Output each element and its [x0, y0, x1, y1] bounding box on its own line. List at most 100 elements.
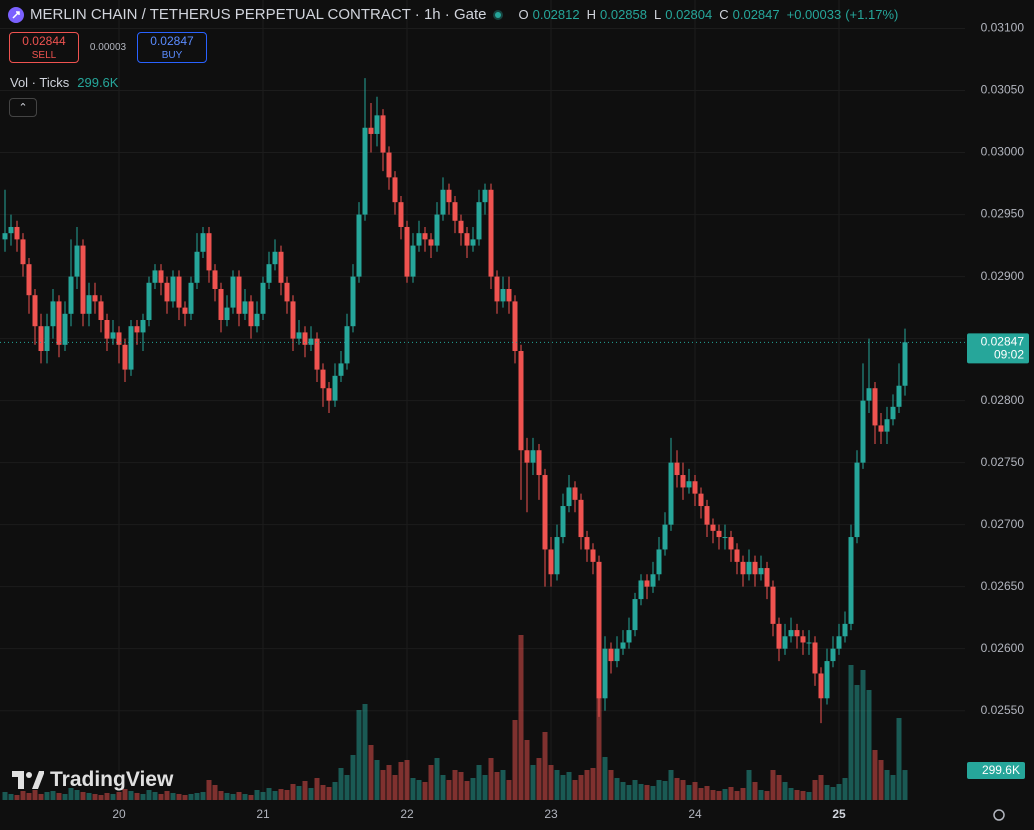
candle-body	[476, 202, 482, 240]
candle-body	[32, 295, 38, 327]
candle-body	[248, 301, 254, 327]
volume-bar	[248, 795, 254, 800]
candle-body	[878, 425, 884, 432]
volume-bar	[26, 793, 32, 800]
volume-bar	[536, 758, 542, 800]
candle-body	[626, 630, 632, 643]
volume-legend-value: 299.6K	[77, 75, 119, 90]
candle-body	[98, 301, 104, 320]
volume-bar	[224, 793, 230, 800]
y-tick-label: 0.02800	[981, 393, 1025, 407]
candle-body	[92, 295, 98, 302]
candle-body	[278, 251, 284, 283]
volume-bar	[506, 780, 512, 800]
volume-bar	[158, 794, 164, 800]
volume-bar	[194, 793, 200, 800]
volume-bar	[56, 793, 62, 800]
candle-body	[872, 388, 878, 426]
volume-bar	[398, 762, 404, 800]
volume-bar	[746, 770, 752, 800]
ohlc-value: 0.02858	[600, 7, 647, 22]
volume-bar	[314, 778, 320, 800]
chart-header: MERLIN CHAIN / TETHERUS PERPETUAL CONTRA…	[8, 6, 898, 23]
candle-body	[542, 475, 548, 550]
candle-body	[410, 245, 416, 277]
y-tick-label: 0.02950	[981, 207, 1025, 221]
candle-body	[56, 301, 62, 345]
volume-bar	[578, 775, 584, 800]
candle-body	[182, 307, 188, 314]
volume-bar	[758, 790, 764, 800]
sell-label: SELL	[31, 50, 57, 61]
volume-bar	[416, 780, 422, 800]
volume-bar	[470, 778, 476, 800]
volume-bar	[104, 793, 110, 800]
candle-body	[374, 115, 380, 134]
volume-bar	[656, 780, 662, 800]
volume-bar	[212, 785, 218, 800]
volume-bar	[338, 768, 344, 800]
volume-bar	[128, 791, 134, 800]
candle-body	[860, 400, 866, 463]
candle-body	[104, 320, 110, 339]
candle-body	[560, 506, 566, 538]
candle-body	[686, 481, 692, 488]
volume-bar	[368, 745, 374, 800]
x-tick-label: 23	[544, 807, 558, 821]
volume-bar	[716, 791, 722, 800]
candle-body	[350, 276, 356, 327]
candle-body	[704, 506, 710, 525]
candle-body	[890, 406, 896, 420]
candle-body	[404, 226, 410, 277]
volume-bar	[734, 791, 740, 800]
candle-body	[86, 295, 92, 314]
volume-bar	[740, 788, 746, 800]
candle-body	[806, 642, 812, 644]
candle-body	[488, 189, 494, 277]
volume-bar	[764, 791, 770, 800]
collapse-button[interactable]: ⌃	[9, 98, 37, 117]
y-tick-label: 0.03100	[981, 21, 1025, 35]
buy-button[interactable]: 0.02847 BUY	[137, 32, 207, 63]
volume-bar	[86, 793, 92, 800]
volume-bar	[614, 778, 620, 800]
candle-body	[320, 369, 326, 389]
candle-body	[338, 363, 344, 376]
volume-bar	[230, 794, 236, 800]
y-tick-label: 0.02650	[981, 579, 1025, 593]
volume-bar	[80, 792, 86, 800]
candle-body	[296, 332, 302, 339]
candle-body	[458, 220, 464, 234]
candle-body	[50, 301, 56, 327]
candle-body	[554, 537, 560, 575]
volume-bar	[638, 784, 644, 800]
buy-label: BUY	[161, 50, 183, 61]
volume-bar	[602, 757, 608, 800]
volume-bar	[452, 770, 458, 800]
volume-bar	[272, 791, 278, 800]
volume-bar	[680, 780, 686, 800]
volume-bar	[788, 788, 794, 800]
volume-bar	[854, 685, 860, 800]
volume-bar	[32, 790, 38, 800]
sell-button[interactable]: 0.02844 SELL	[9, 32, 79, 63]
volume-bar	[878, 760, 884, 800]
volume-bar	[422, 782, 428, 800]
y-tick-label: 0.02600	[981, 641, 1025, 655]
volume-bar	[350, 755, 356, 800]
candle-body	[224, 307, 230, 320]
x-tick-label: 24	[688, 807, 702, 821]
volume-bar	[644, 785, 650, 800]
candle-body	[434, 214, 440, 246]
candle-body	[386, 152, 392, 178]
volume-bar	[92, 794, 98, 800]
candle-body	[812, 642, 818, 674]
volume-bar	[566, 772, 572, 800]
volume-bar	[440, 775, 446, 800]
last-price-label: 0.02847	[981, 334, 1025, 348]
volume-bar	[776, 775, 782, 800]
sell-price: 0.02844	[22, 34, 66, 48]
volume-bar	[290, 784, 296, 800]
volume-bar	[110, 794, 116, 800]
candle-body	[314, 338, 320, 370]
